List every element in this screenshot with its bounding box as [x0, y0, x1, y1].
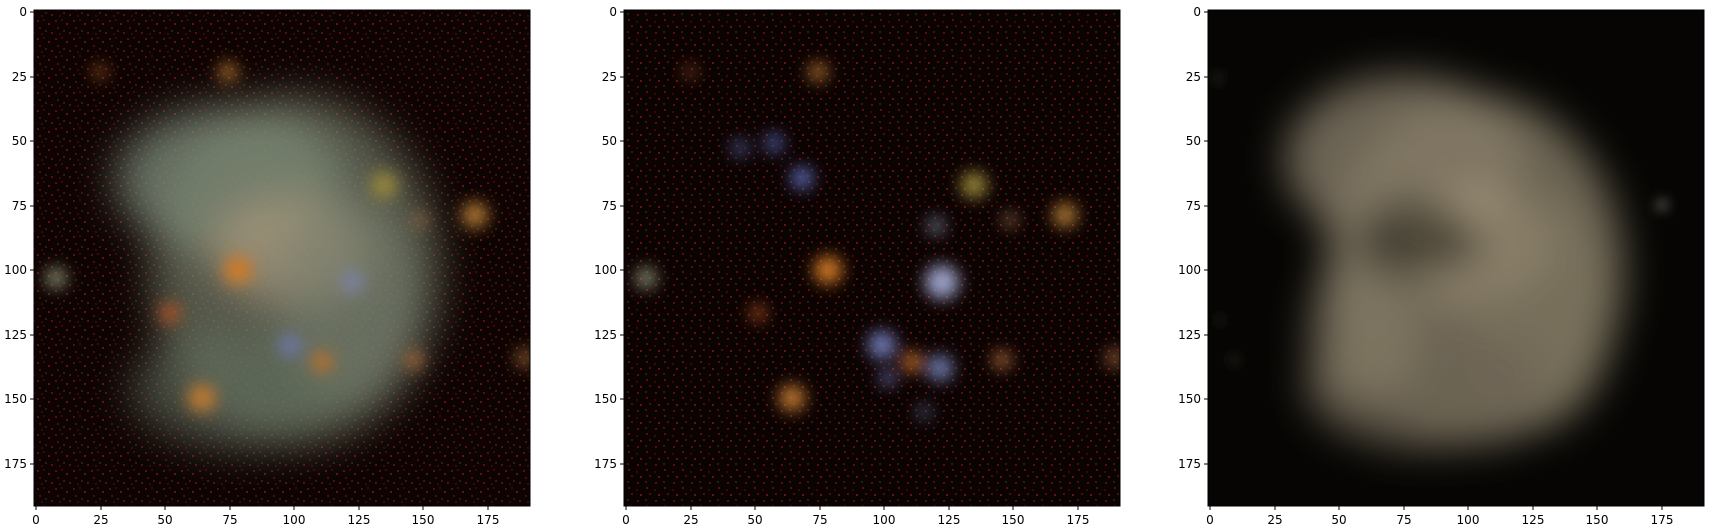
x-tick-label: 75 — [1396, 513, 1411, 526]
x-tick-label: 0 — [622, 513, 630, 526]
compact-sources — [636, 63, 1120, 419]
x-tick-label: 100 — [873, 513, 896, 526]
x-tick-label: 175 — [1067, 513, 1090, 526]
y-tick-label: 0 — [1193, 5, 1201, 19]
y-tick-label: 125 — [1178, 328, 1201, 342]
x-tick-label: 0 — [1206, 513, 1214, 526]
x-tick-label: 125 — [938, 513, 961, 526]
x-tick-label: 100 — [283, 513, 306, 526]
compact-sources — [46, 63, 530, 412]
y-tick-label: 25 — [12, 70, 27, 84]
x-tick-label: 150 — [1002, 513, 1025, 526]
panel-1: 0 25 50 75 100 125 150 175 0 25 50 75 10… — [0, 0, 540, 526]
faint-sources — [1214, 74, 1668, 364]
x-tick-label: 150 — [412, 513, 435, 526]
x-tick-label: 175 — [477, 513, 500, 526]
x-tick-label: 50 — [157, 513, 172, 526]
y-tick-label: 50 — [12, 134, 27, 148]
panel-2: 0 25 50 75 100 125 150 175 0 25 50 75 10… — [590, 0, 1130, 526]
panel-3: 0 25 50 75 100 125 150 175 0 25 50 75 10… — [1174, 0, 1714, 526]
y-axis: 0 25 50 75 100 125 150 175 — [1178, 5, 1208, 471]
x-tick-label: 175 — [1651, 513, 1674, 526]
x-tick-label: 125 — [1522, 513, 1545, 526]
panel-3-plot: 0 25 50 75 100 125 150 175 0 25 50 75 10… — [1178, 5, 1705, 526]
x-tick-label: 150 — [1586, 513, 1609, 526]
plot-frame — [1207, 9, 1705, 507]
x-tick-label: 50 — [1331, 513, 1346, 526]
plot-frame — [33, 9, 531, 507]
y-tick-label: 75 — [12, 199, 27, 213]
y-tick-label: 25 — [1186, 70, 1201, 84]
y-tick-label: 0 — [609, 5, 617, 19]
noise-background — [624, 10, 1120, 506]
x-tick-label: 25 — [683, 513, 698, 526]
y-tick-label: 25 — [602, 70, 617, 84]
x-tick-label: 25 — [93, 513, 108, 526]
galaxy-body — [115, 95, 440, 450]
galaxy-body — [1284, 75, 1624, 450]
plot-frame — [623, 9, 1121, 507]
y-tick-label: 100 — [4, 263, 27, 277]
y-axis: 0 25 50 75 100 125 150 175 — [4, 5, 34, 471]
x-tick-label: 75 — [812, 513, 827, 526]
y-tick-label: 75 — [602, 199, 617, 213]
x-axis: 0 25 50 75 100 125 150 175 — [32, 506, 499, 526]
y-tick-label: 150 — [594, 392, 617, 406]
y-tick-label: 175 — [4, 457, 27, 471]
x-tick-label: 25 — [1267, 513, 1282, 526]
y-tick-label: 150 — [4, 392, 27, 406]
x-tick-label: 125 — [348, 513, 371, 526]
x-tick-label: 0 — [32, 513, 40, 526]
x-tick-label: 100 — [1457, 513, 1480, 526]
y-tick-label: 175 — [1178, 457, 1201, 471]
y-tick-label: 75 — [1186, 199, 1201, 213]
x-axis: 0 25 50 75 100 125 150 175 — [622, 506, 1089, 526]
y-tick-label: 125 — [594, 328, 617, 342]
y-tick-label: 150 — [1178, 392, 1201, 406]
y-axis: 0 25 50 75 100 125 150 175 — [594, 5, 624, 471]
x-axis: 0 25 50 75 100 125 150 175 — [1206, 506, 1673, 526]
x-tick-label: 50 — [747, 513, 762, 526]
panel-1-plot: 0 25 50 75 100 125 150 175 0 25 50 75 10… — [4, 5, 531, 526]
y-tick-label: 50 — [1186, 134, 1201, 148]
x-tick-label: 75 — [222, 513, 237, 526]
y-tick-label: 100 — [1178, 263, 1201, 277]
y-tick-label: 125 — [4, 328, 27, 342]
y-tick-label: 100 — [594, 263, 617, 277]
y-tick-label: 175 — [594, 457, 617, 471]
y-tick-label: 0 — [19, 5, 27, 19]
panel-2-plot: 0 25 50 75 100 125 150 175 0 25 50 75 10… — [594, 5, 1121, 526]
y-tick-label: 50 — [602, 134, 617, 148]
